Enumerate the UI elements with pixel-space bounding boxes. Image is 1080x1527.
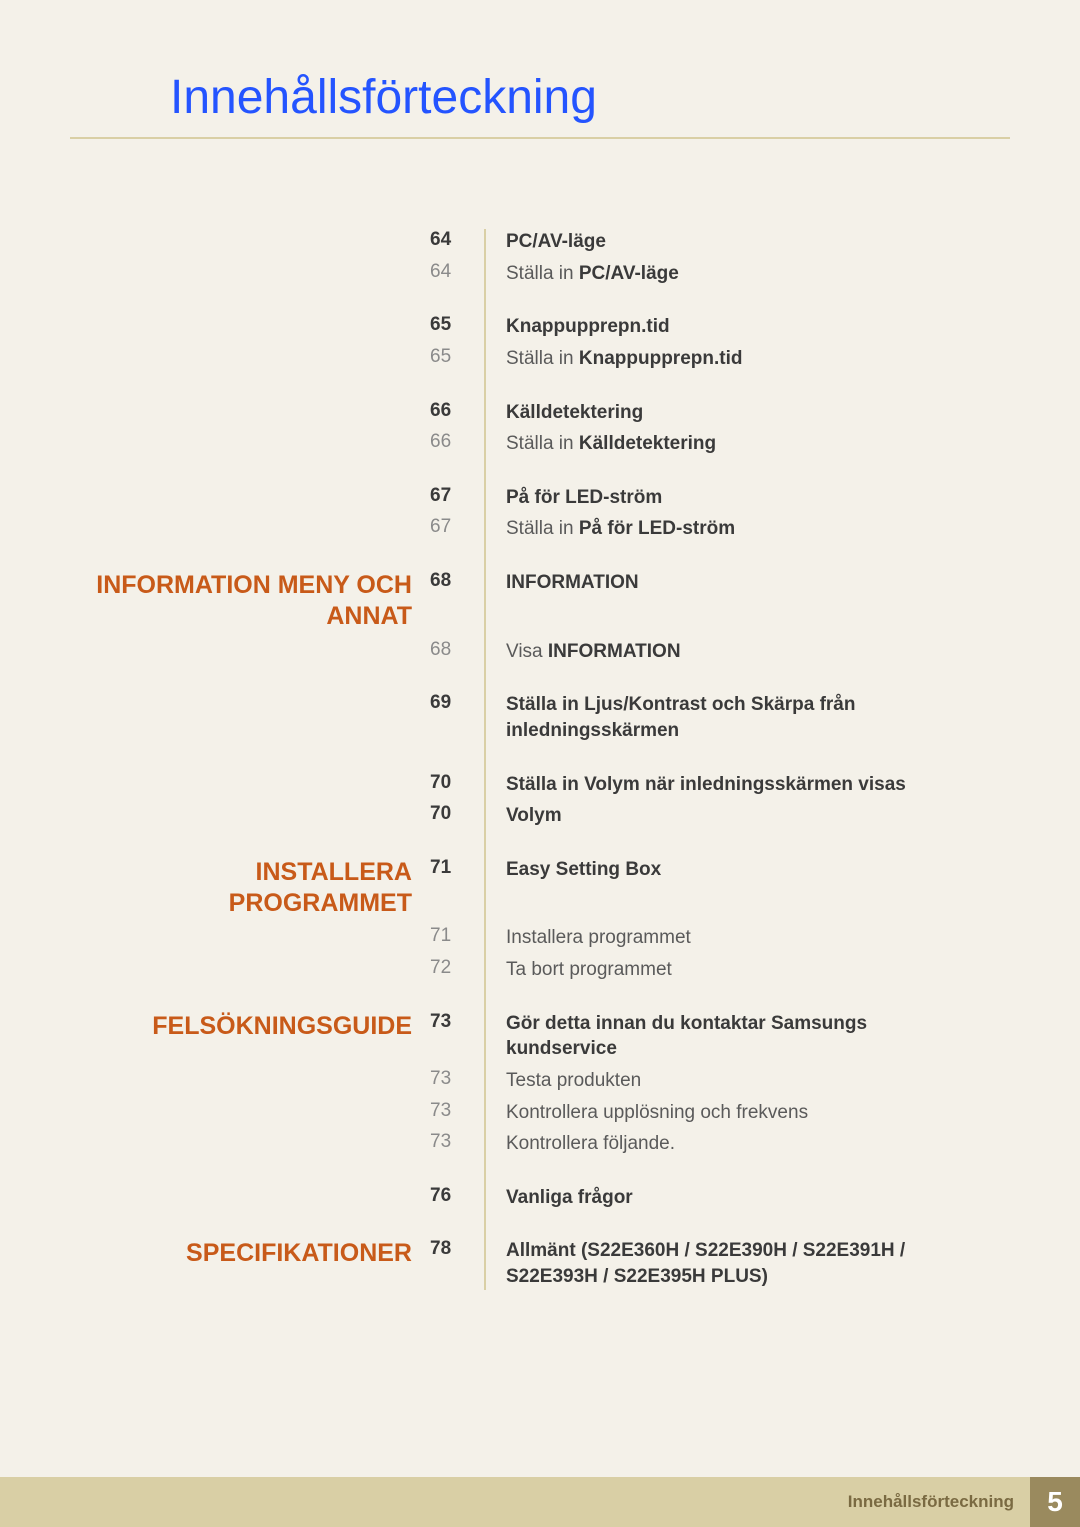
toc-section: 69 Ställa in Ljus/Kontrast och Skärpa frå… (70, 692, 1010, 743)
toc-page-number: 65 (430, 346, 478, 368)
toc-row[interactable]: 65 Knappupprepn.tid (70, 314, 1010, 340)
toc-entry-text: Ställa in Ljus/Kontrast och Skärpa från … (506, 692, 1010, 743)
toc-row[interactable]: 72 Ta bort programmet (70, 957, 1010, 983)
toc-row[interactable]: 73 Kontrollera upplösning och frekvens (70, 1100, 1010, 1126)
toc-entry-text: INFORMATION (506, 570, 1010, 596)
chapter-title: INFORMATION MENY OCH ANNAT (70, 570, 412, 633)
toc-page-number: 64 (430, 261, 478, 283)
toc-entry-text: Ställa in Källdetektering (506, 431, 1010, 457)
toc-entry-text: Vanliga frågor (506, 1185, 1010, 1211)
toc-page-number: 71 (430, 925, 478, 947)
toc-row[interactable]: 68 Visa INFORMATION (70, 639, 1010, 665)
toc-section: FELSÖKNINGSGUIDE 73 Gör detta innan du kon… (70, 1011, 1010, 1157)
toc-entry-text: Easy Setting Box (506, 857, 1010, 883)
toc-page-number: 66 (430, 431, 478, 453)
toc-page-number: 76 (430, 1185, 478, 1207)
toc-section: 64 PC/AV-läge 64 Ställa in PC/AV-läge (70, 229, 1010, 286)
toc-page-number: 69 (430, 692, 478, 714)
toc-row[interactable]: 66 Källdetektering (70, 400, 1010, 426)
toc-page-number: 72 (430, 957, 478, 979)
toc-section: INSTALLERA PROGRAMMET 71 Easy Setting Box 7… (70, 857, 1010, 983)
toc-page-number: 73 (430, 1100, 478, 1122)
toc-entry-text: Allmänt (S22E360H / S22E390H / S22E391H … (506, 1238, 1010, 1289)
toc-entry-text: Ställa in PC/AV-läge (506, 261, 1010, 287)
toc-entry-text: Visa INFORMATION (506, 639, 1010, 665)
toc-page-number: 64 (430, 229, 478, 251)
toc-section: 70 Ställa in Volym när inledningsskärmen … (70, 772, 1010, 829)
toc-entry-text: Ställa in Knappupprepn.tid (506, 346, 1010, 372)
toc-row[interactable]: 66 Ställa in Källdetektering (70, 431, 1010, 457)
footer-label: Innehållsförteckning (848, 1492, 1014, 1512)
toc-row[interactable]: 67 På för LED-ström (70, 485, 1010, 511)
chapter-cell: FELSÖKNINGSGUIDE (70, 1011, 430, 1042)
toc-entry-text: Ställa in Volym när inledningsskärmen vi… (506, 772, 1010, 798)
toc-entry-text: Kontrollera följande. (506, 1131, 1010, 1157)
toc-section: 67 På för LED-ström 67 Ställa in På för LED… (70, 485, 1010, 542)
toc-page-number: 68 (430, 570, 478, 592)
vertical-divider (484, 229, 486, 1290)
toc-page-number: 65 (430, 314, 478, 336)
toc-row[interactable]: 65 Ställa in Knappupprepn.tid (70, 346, 1010, 372)
toc-list: 64 PC/AV-läge 64 Ställa in PC/AV-läge 65 Knap… (70, 229, 1010, 1290)
toc-page-number: 78 (430, 1238, 478, 1260)
toc-row[interactable]: SPECIFIKATIONER 78 Allmänt (S22E360H / S22… (70, 1238, 1010, 1289)
toc-page-number: 73 (430, 1068, 478, 1090)
toc-row[interactable]: 70 Volym (70, 803, 1010, 829)
toc-row[interactable]: 73 Kontrollera följande. (70, 1131, 1010, 1157)
toc-entry-text: På för LED-ström (506, 485, 1010, 511)
toc-entry-text: Ta bort programmet (506, 957, 1010, 983)
toc-row[interactable]: INFORMATION MENY OCH ANNAT 68 INFORMATION (70, 570, 1010, 633)
toc-page-number: 67 (430, 485, 478, 507)
toc-section: INFORMATION MENY OCH ANNAT 68 INFORMATION 6… (70, 570, 1010, 664)
toc-row[interactable]: FELSÖKNINGSGUIDE 73 Gör detta innan du kon… (70, 1011, 1010, 1062)
chapter-cell: SPECIFIKATIONER (70, 1238, 430, 1269)
toc-section: 76 Vanliga frågor (70, 1185, 1010, 1211)
toc-page-number: 66 (430, 400, 478, 422)
chapter-title: INSTALLERA PROGRAMMET (70, 857, 412, 920)
toc-page-number: 68 (430, 639, 478, 661)
toc-entry-text: Kontrollera upplösning och frekvens (506, 1100, 1010, 1126)
toc-content: 64 PC/AV-läge 64 Ställa in PC/AV-läge 65 Knap… (70, 229, 1010, 1290)
toc-page-number: 73 (430, 1011, 478, 1033)
toc-row[interactable]: 69 Ställa in Ljus/Kontrast och Skärpa frå… (70, 692, 1010, 743)
toc-row[interactable]: 67 Ställa in På för LED-ström (70, 516, 1010, 542)
toc-entry-text: Testa produkten (506, 1068, 1010, 1094)
toc-page-number: 71 (430, 857, 478, 879)
toc-entry-text: Källdetektering (506, 400, 1010, 426)
chapter-title: SPECIFIKATIONER (70, 1238, 412, 1269)
toc-section: 66 Källdetektering 66 Ställa in Källdetekte… (70, 400, 1010, 457)
page-title: Innehållsförteckning (70, 70, 1010, 139)
toc-section: SPECIFIKATIONER 78 Allmänt (S22E360H / S22… (70, 1238, 1010, 1289)
toc-page-number: 73 (430, 1131, 478, 1153)
toc-page-number: 67 (430, 516, 478, 538)
document-page: Innehållsförteckning 64 PC/AV-läge 64 Ställ… (0, 0, 1080, 1290)
toc-section: 65 Knappupprepn.tid 65 Ställa in Knappuppre… (70, 314, 1010, 371)
toc-entry-text: Installera programmet (506, 925, 1010, 951)
toc-row[interactable]: 64 PC/AV-läge (70, 229, 1010, 255)
chapter-cell: INFORMATION MENY OCH ANNAT (70, 570, 430, 633)
toc-page-number: 70 (430, 803, 478, 825)
chapter-cell: INSTALLERA PROGRAMMET (70, 857, 430, 920)
page-footer: Innehållsförteckning 5 (0, 1477, 1080, 1527)
toc-entry-text: Volym (506, 803, 1010, 829)
toc-row[interactable]: 64 Ställa in PC/AV-läge (70, 261, 1010, 287)
chapter-title: FELSÖKNINGSGUIDE (70, 1011, 412, 1042)
toc-entry-text: Ställa in På för LED-ström (506, 516, 1010, 542)
toc-page-number: 70 (430, 772, 478, 794)
toc-entry-text: Knappupprepn.tid (506, 314, 1010, 340)
toc-row[interactable]: INSTALLERA PROGRAMMET 71 Easy Setting Box (70, 857, 1010, 920)
toc-row[interactable]: 76 Vanliga frågor (70, 1185, 1010, 1211)
toc-row[interactable]: 71 Installera programmet (70, 925, 1010, 951)
toc-entry-text: Gör detta innan du kontaktar Samsungs ku… (506, 1011, 1010, 1062)
footer-page-number: 5 (1030, 1477, 1080, 1527)
toc-entry-text: PC/AV-läge (506, 229, 1010, 255)
toc-row[interactable]: 73 Testa produkten (70, 1068, 1010, 1094)
toc-row[interactable]: 70 Ställa in Volym när inledningsskärmen … (70, 772, 1010, 798)
